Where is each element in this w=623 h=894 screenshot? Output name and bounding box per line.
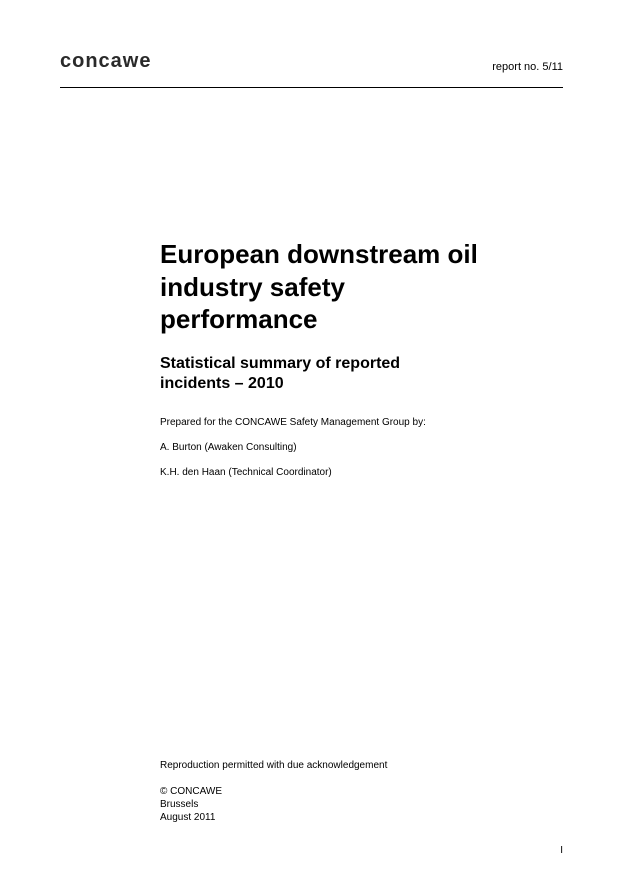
prepared-by-label: Prepared for the CONCAWE Safety Manageme…: [160, 417, 563, 428]
copyright-org: © CONCAWE: [160, 785, 387, 798]
header-row: concawe report no. 5/11: [60, 50, 563, 83]
page-number: I: [560, 845, 563, 856]
report-number: report no. 5/11: [492, 61, 563, 73]
document-title: European downstream oil industry safety …: [160, 238, 480, 336]
footer-block: Reproduction permitted with due acknowle…: [160, 760, 387, 824]
copyright-date: August 2011: [160, 811, 387, 824]
content-area: European downstream oil industry safety …: [160, 238, 563, 478]
header-rule: [60, 87, 563, 88]
document-subtitle: Statistical summary of reported incident…: [160, 354, 440, 396]
copyright-location: Brussels: [160, 798, 387, 811]
author-line: K.H. den Haan (Technical Coordinator): [160, 467, 563, 478]
author-line: A. Burton (Awaken Consulting): [160, 442, 563, 453]
logo: concawe: [60, 50, 151, 73]
document-page: concawe report no. 5/11 European downstr…: [0, 0, 623, 894]
reproduction-notice: Reproduction permitted with due acknowle…: [160, 760, 387, 771]
